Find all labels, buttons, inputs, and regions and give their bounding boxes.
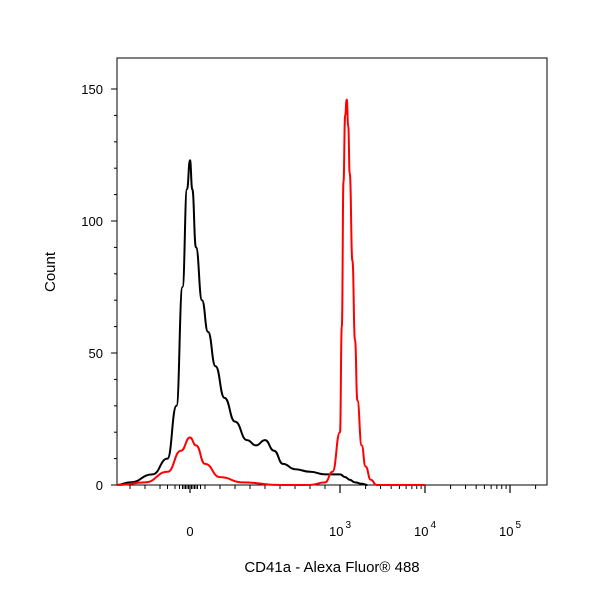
y-tick-label: 150: [81, 82, 103, 97]
series-layer: [116, 98, 425, 486]
plot-frame: [116, 57, 548, 486]
x-axis-title: CD41a - Alexa Fluor® 488: [244, 559, 419, 576]
x-tick-label: 10 3: [329, 520, 351, 539]
tick-labels: 0 50 100 150 0 10 3 10 4 10 5: [81, 82, 521, 539]
y-axis-title: Count: [42, 251, 59, 292]
y-tick-label: 0: [96, 478, 103, 493]
series-line-black: [116, 159, 368, 486]
x-tick-label: 0: [186, 524, 193, 539]
y-tick-label: 50: [89, 346, 103, 361]
x-tick-label: 10 4: [414, 520, 436, 539]
series-line-red: [116, 98, 425, 486]
x-tick-label: 10 5: [499, 520, 521, 539]
y-tick-label: 100: [81, 214, 103, 229]
axis-ticks: [111, 88, 537, 493]
